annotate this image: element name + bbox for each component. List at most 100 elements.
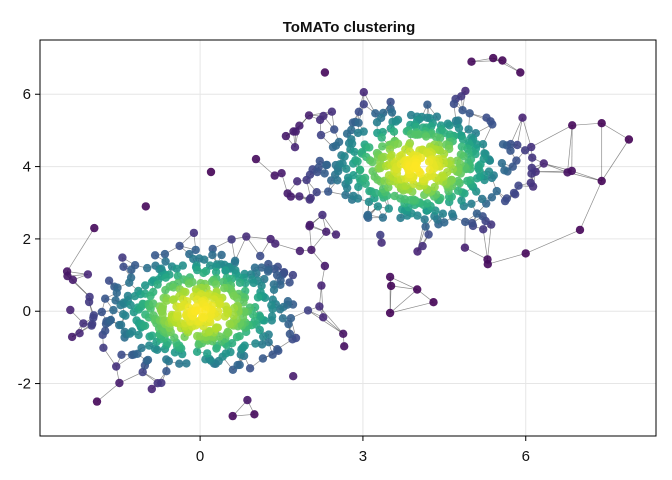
data-point xyxy=(354,118,363,128)
data-point xyxy=(101,326,110,335)
data-point xyxy=(458,106,467,115)
data-point xyxy=(192,347,202,356)
knn-edge xyxy=(579,180,603,231)
data-point xyxy=(355,165,365,175)
data-point xyxy=(303,306,313,315)
data-point xyxy=(350,147,359,157)
data-point xyxy=(474,164,483,173)
data-point xyxy=(314,163,323,172)
data-point xyxy=(360,173,370,183)
data-point xyxy=(269,285,279,294)
data-point xyxy=(288,270,298,280)
data-point xyxy=(387,108,397,117)
data-point xyxy=(424,157,434,166)
data-point xyxy=(134,330,143,340)
data-point xyxy=(390,191,399,201)
chart-title: ToMATo clustering xyxy=(283,19,416,36)
data-point xyxy=(384,204,393,213)
data-point xyxy=(359,100,368,109)
data-point xyxy=(208,250,217,260)
data-point xyxy=(149,299,158,308)
x-tick-label: 6 xyxy=(522,448,530,465)
data-point xyxy=(315,115,325,125)
data-point xyxy=(199,268,208,278)
data-point xyxy=(340,152,349,161)
data-point xyxy=(516,68,525,77)
knn-edge xyxy=(471,60,503,63)
data-point xyxy=(257,263,266,272)
data-point xyxy=(115,378,124,388)
knn-edge xyxy=(572,122,602,126)
data-point xyxy=(467,218,477,228)
data-point xyxy=(477,194,487,204)
data-point xyxy=(463,176,472,186)
data-point xyxy=(141,202,150,211)
data-point xyxy=(509,188,519,198)
data-point xyxy=(423,172,433,181)
data-point xyxy=(251,154,261,164)
data-point xyxy=(220,284,229,293)
data-point xyxy=(221,266,230,275)
data-point xyxy=(295,192,304,201)
y-tick-label: 2 xyxy=(23,231,31,248)
data-point xyxy=(339,329,348,338)
data-point xyxy=(161,257,170,266)
data-point xyxy=(456,150,466,159)
data-point xyxy=(184,279,194,288)
data-point xyxy=(400,195,410,204)
data-point xyxy=(322,160,332,170)
data-point xyxy=(378,142,387,151)
data-point xyxy=(285,278,294,287)
data-point xyxy=(341,190,350,200)
knn-edge xyxy=(522,117,532,148)
data-point xyxy=(315,156,324,166)
data-point xyxy=(242,232,251,241)
knn-edge xyxy=(119,371,143,384)
data-point xyxy=(182,359,191,368)
data-point xyxy=(67,332,77,342)
data-point xyxy=(305,220,315,230)
data-point xyxy=(489,53,498,63)
knn-edge xyxy=(307,310,344,335)
data-point xyxy=(281,131,291,141)
data-point xyxy=(467,57,476,66)
data-point xyxy=(146,291,155,301)
data-point xyxy=(467,199,476,208)
knn-edge xyxy=(391,285,418,290)
knn-edge xyxy=(275,243,300,252)
data-point xyxy=(127,327,137,336)
data-point xyxy=(276,280,285,289)
data-point xyxy=(448,209,457,218)
data-point xyxy=(75,329,84,338)
data-point xyxy=(172,264,181,273)
data-point xyxy=(527,163,536,173)
data-point xyxy=(137,343,146,353)
knn-edge xyxy=(96,382,120,402)
data-point xyxy=(363,210,373,220)
data-point xyxy=(173,309,182,319)
data-point xyxy=(479,225,488,234)
data-point xyxy=(453,186,463,195)
data-point xyxy=(312,188,321,197)
data-point xyxy=(198,312,207,322)
knn-edge xyxy=(525,229,581,254)
knn-edge xyxy=(493,57,521,73)
knn-edge xyxy=(389,276,418,290)
data-point xyxy=(319,313,328,322)
data-point xyxy=(349,171,358,180)
data-point xyxy=(432,112,442,121)
y-tick-label: -2 xyxy=(18,376,31,393)
data-point xyxy=(563,168,572,177)
data-point xyxy=(158,304,167,314)
data-point xyxy=(222,305,231,315)
data-point xyxy=(498,140,508,149)
data-point xyxy=(307,245,316,255)
knn-edge xyxy=(601,122,630,140)
data-point xyxy=(334,137,344,147)
data-point xyxy=(389,127,399,136)
data-point xyxy=(423,100,432,109)
data-point xyxy=(320,261,330,271)
data-point xyxy=(271,239,280,248)
data-point xyxy=(109,305,118,315)
data-point xyxy=(240,341,249,350)
